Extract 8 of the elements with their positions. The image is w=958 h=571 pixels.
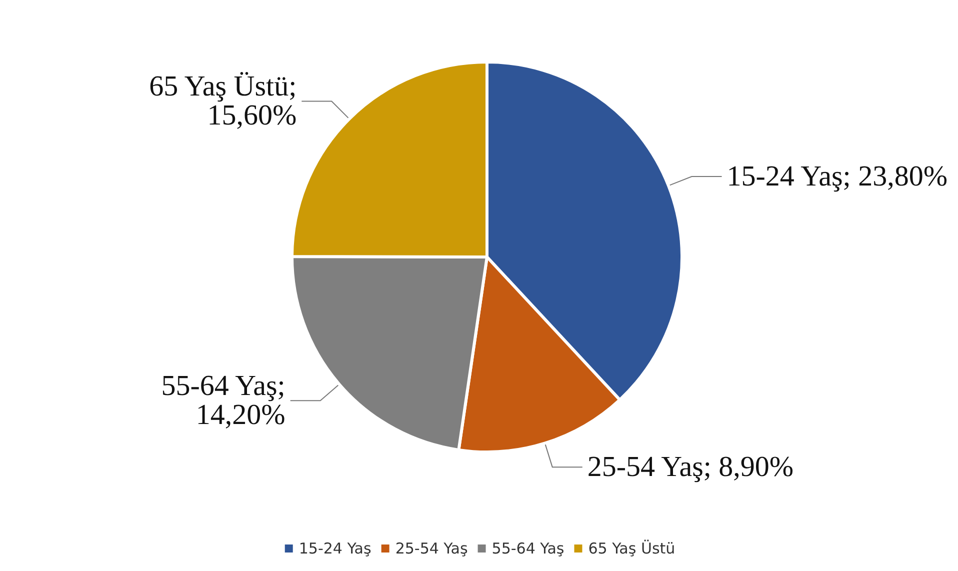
data-label: 15-24 Yaş; 23,80%	[726, 160, 948, 193]
data-label: 65 Yaş Üstü; 15,60%	[149, 70, 297, 132]
data-label: 55-64 Yaş; 14,20%	[161, 370, 286, 432]
legend-label: 55-64 Yaş	[492, 540, 564, 558]
legend-label: 65 Yaş Üstü	[588, 540, 676, 558]
data-label: 25-54 Yaş; 8,90%	[587, 451, 794, 484]
legend-label: 25-54 Yaş	[395, 540, 468, 558]
legend-label: 15-24 Yaş	[298, 540, 372, 558]
